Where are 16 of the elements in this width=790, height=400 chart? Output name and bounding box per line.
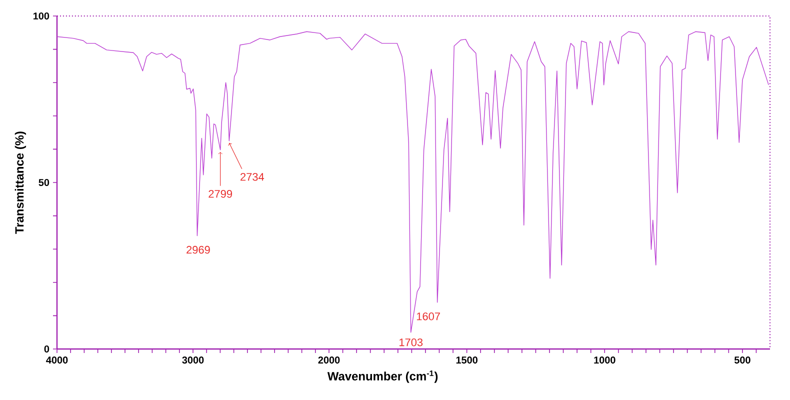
x-tick-label: 1500: [456, 356, 478, 364]
x-tick-label: 3000: [182, 356, 204, 364]
x-tick-label: 2000: [318, 356, 340, 364]
y-axis-title: Transmittance (%): [14, 132, 26, 234]
x-tick-label: 500: [734, 356, 750, 364]
annotation: 2799: [208, 190, 232, 198]
y-tick-label: 0: [44, 345, 50, 353]
annotation: 1607: [416, 312, 440, 320]
x-tick-label: 1000: [594, 356, 616, 364]
y-tick-label: 100: [33, 12, 50, 20]
x-axis-title: Wavenumber (cm$^{-1}$): [327, 370, 438, 383]
y-tick-label: 50: [38, 178, 50, 186]
annotation: 2734: [240, 173, 264, 181]
annotation: 2969: [186, 246, 210, 254]
annotation: 1703: [400, 338, 423, 346]
x-tick-label: 4000: [46, 356, 68, 364]
